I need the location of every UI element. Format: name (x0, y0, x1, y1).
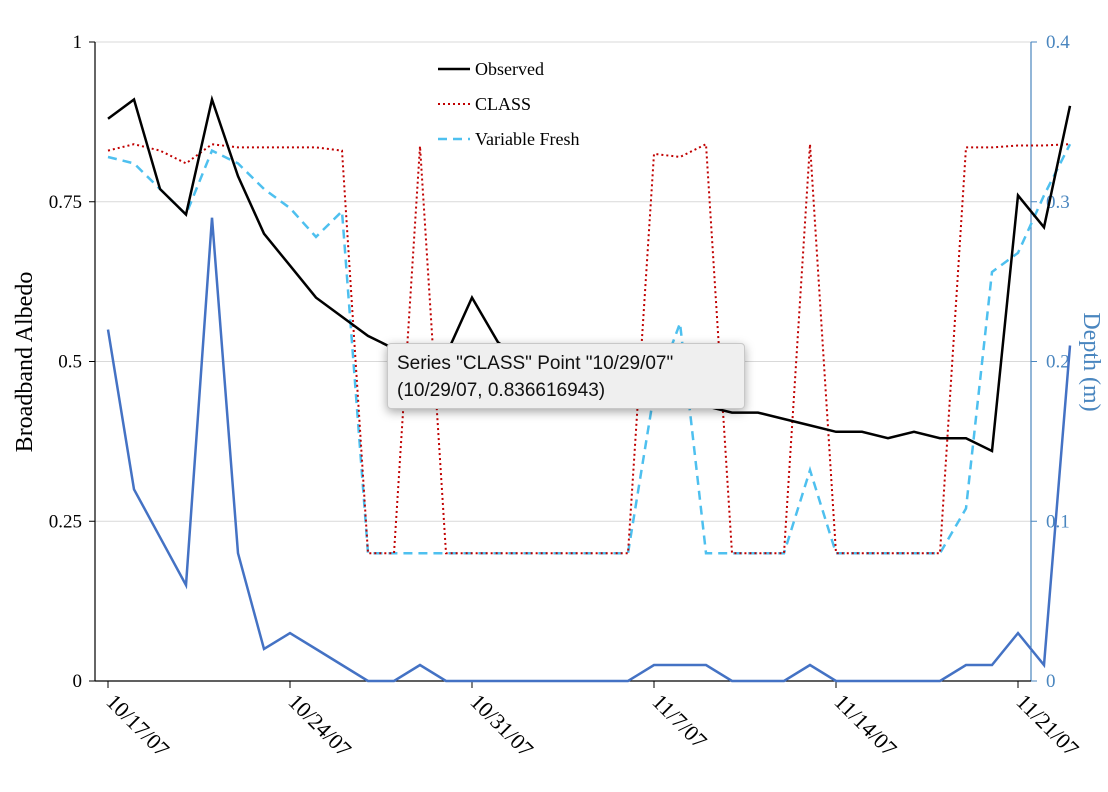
series-line-class (107, 142, 1071, 555)
tooltip-line-2: (10/29/07, 0.836616943) (397, 380, 606, 401)
x-tick-label: 11/7/07 (647, 689, 712, 754)
y-axis-ticks: 0 0.25 0.5 0.75 1 (49, 32, 95, 692)
x-tick-label: 11/21/07 (1011, 689, 1083, 761)
y-tick-label: 0.25 (49, 511, 82, 532)
y2-tick-label: 0.3 (1046, 192, 1070, 213)
y2-tick-label: 0.2 (1046, 352, 1070, 373)
series-line-depth (106, 217, 1072, 683)
y-axis-title: Broadband Albedo (12, 272, 38, 453)
y2-tick-label: 0.4 (1046, 32, 1070, 53)
legend: Observed CLASS Variable Fresh (438, 59, 579, 149)
y-tick-label: 0.75 (49, 192, 82, 213)
tooltip-line-1: Series "CLASS" Point "10/29/07" (397, 353, 674, 374)
y-tick-label: 1 (73, 32, 83, 53)
x-axis-ticks: 10/17/07 10/24/07 10/31/07 11/7/07 11/14/07 1… (101, 681, 1084, 762)
legend-label: Variable Fresh (475, 129, 579, 149)
series-line-variable-fresh (107, 143, 1072, 555)
gridlines (95, 41, 1031, 522)
data-point-tooltip: Series "CLASS" Point "10/29/07" (10/29/0… (387, 343, 745, 409)
y2-axis-title: Depth (m) (1078, 312, 1104, 411)
x-tick-label: 10/17/07 (101, 689, 174, 762)
y-tick-label: 0 (73, 671, 83, 692)
legend-label: CLASS (475, 94, 531, 114)
x-tick-label: 10/31/07 (465, 689, 538, 762)
y2-axis-ticks: 0 0.1 0.2 0.3 0.4 (1031, 32, 1070, 692)
y-tick-label: 0.5 (58, 352, 82, 373)
legend-label: Observed (475, 59, 544, 79)
x-tick-label: 11/14/07 (829, 689, 901, 761)
y2-tick-label: 0 (1046, 671, 1056, 692)
y2-tick-label: 0.1 (1046, 511, 1070, 532)
x-tick-label: 10/24/07 (283, 689, 356, 762)
